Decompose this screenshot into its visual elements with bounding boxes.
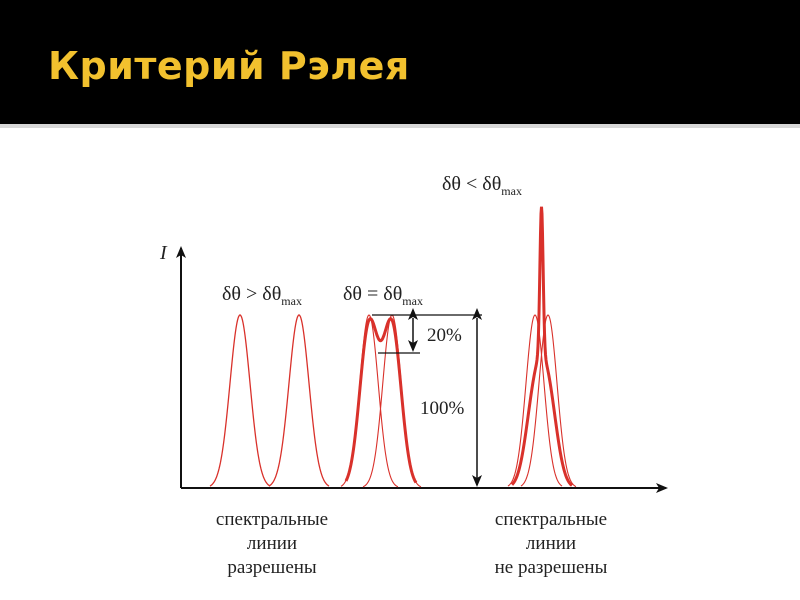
peak-curve (507, 314, 563, 487)
caption-line: линии (246, 533, 298, 554)
slide-title: Критерий Рэлея (48, 44, 410, 88)
condition-equal-label: δθ = δθmax (343, 283, 423, 308)
critical-peaks (340, 314, 422, 488)
peak-curve (268, 314, 330, 487)
y-axis-label: I (159, 242, 168, 264)
full-percent-label: 100% (420, 398, 465, 419)
resolved-peaks (209, 314, 330, 487)
peak-curve (340, 314, 399, 488)
condition-greater-label: δθ > δθmax (222, 283, 302, 308)
peak-curve (209, 314, 271, 487)
caption-line: спектральные (494, 509, 608, 530)
dip-percent-label: 20% (427, 325, 462, 346)
title-divider (0, 124, 800, 128)
caption-line: спектральные (215, 509, 329, 530)
condition-less-label: δθ < δθmax (442, 173, 522, 198)
caption-line: линии (525, 533, 577, 554)
caption-line: не разрешены (494, 557, 608, 578)
caption-line: разрешены (227, 557, 317, 578)
unresolved-peaks (507, 206, 577, 488)
sum-curve (344, 317, 418, 484)
title-bar: Критерий Рэлея (0, 0, 800, 124)
sum-curve (510, 206, 573, 487)
peak-curve (520, 314, 577, 488)
caption-unresolved: спектральные линии не разрешены (466, 508, 636, 580)
caption-resolved: спектральные линии разрешены (192, 508, 352, 580)
